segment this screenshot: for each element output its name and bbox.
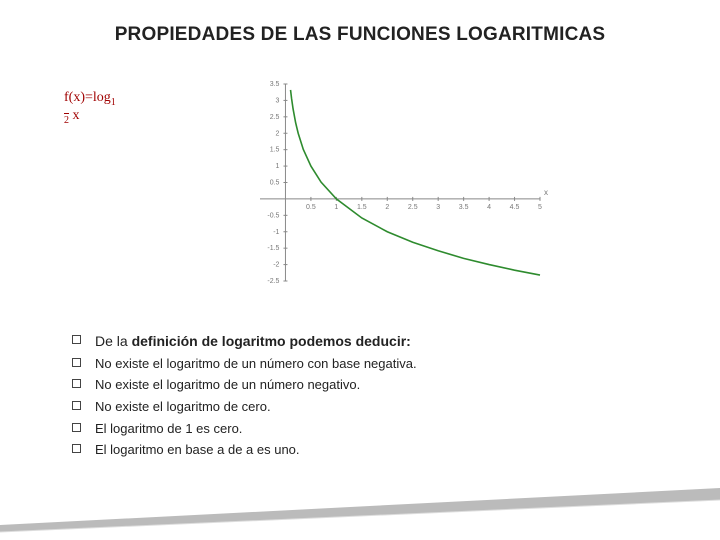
lead-pre: De la [95,333,132,349]
bullet-lead: De la definición de logaritmo podemos de… [72,332,417,351]
svg-text:1: 1 [276,163,280,170]
svg-text:3: 3 [276,97,280,104]
svg-text:5: 5 [538,204,542,211]
bullet-text: No existe el logaritmo de cero. [95,398,271,416]
svg-text:-1.5: -1.5 [267,245,279,252]
bullet-item: No existe el logaritmo de un número con … [72,355,417,373]
bullet-item: No existe el logaritmo de un número nega… [72,376,417,394]
svg-text:-2: -2 [273,262,279,269]
bullet-box-icon [72,423,81,432]
svg-text:2: 2 [276,130,280,137]
svg-text:0.5: 0.5 [306,204,316,211]
bullet-item: No existe el logaritmo de cero. [72,398,417,416]
svg-text:2.5: 2.5 [408,204,418,211]
svg-text:2: 2 [385,204,389,211]
bullet-item: El logaritmo en base a de a es uno. [72,441,417,459]
svg-text:1.5: 1.5 [357,204,367,211]
svg-text:-1: -1 [273,229,279,236]
bullet-item: El logaritmo de 1 es cero. [72,420,417,438]
svg-text:3: 3 [436,204,440,211]
formula-lhs: f(x) [64,90,85,105]
svg-text:4.5: 4.5 [510,204,520,211]
log-chart: 0.5 1 1.5 2 2.5 3 3.5 4 4.5 5 -2.5 -2 -1.5 -1 -0.5 0.5 1… [230,76,550,301]
svg-text:3.5: 3.5 [270,81,280,88]
bullet-box-icon [72,401,81,410]
bullet-text: El logaritmo de 1 es cero. [95,420,242,438]
svg-text:1: 1 [334,204,338,211]
svg-text:x: x [544,188,548,197]
bullet-text: El logaritmo en base a de a es uno. [95,441,300,459]
bullet-box-icon [72,379,81,388]
bullet-list: De la definición de logaritmo podemos de… [72,332,417,463]
formula-fn: log [93,90,111,105]
svg-text:3.5: 3.5 [459,204,469,211]
svg-text:2.5: 2.5 [270,114,280,121]
bullet-box-icon [72,358,81,367]
formula-eq: = [85,90,93,105]
footer-decoration [0,480,720,540]
svg-text:-0.5: -0.5 [267,212,279,219]
bullet-text: No existe el logaritmo de un número con … [95,355,417,373]
bullet-box-icon [72,444,81,453]
formula-arg: x [73,108,80,123]
svg-text:1.5: 1.5 [270,147,280,154]
page-title: PROPIEDADES DE LAS FUNCIONES LOGARITMICA… [0,0,720,46]
formula: f(x)=log12 x [64,90,116,126]
svg-text:0.5: 0.5 [270,180,280,187]
bullet-box-icon [72,335,81,344]
svg-text:4: 4 [487,204,491,211]
lead-bold: definición de logaritmo podemos deducir: [132,333,411,349]
svg-text:-2.5: -2.5 [267,278,279,285]
bullet-text: No existe el logaritmo de un número nega… [95,376,360,394]
